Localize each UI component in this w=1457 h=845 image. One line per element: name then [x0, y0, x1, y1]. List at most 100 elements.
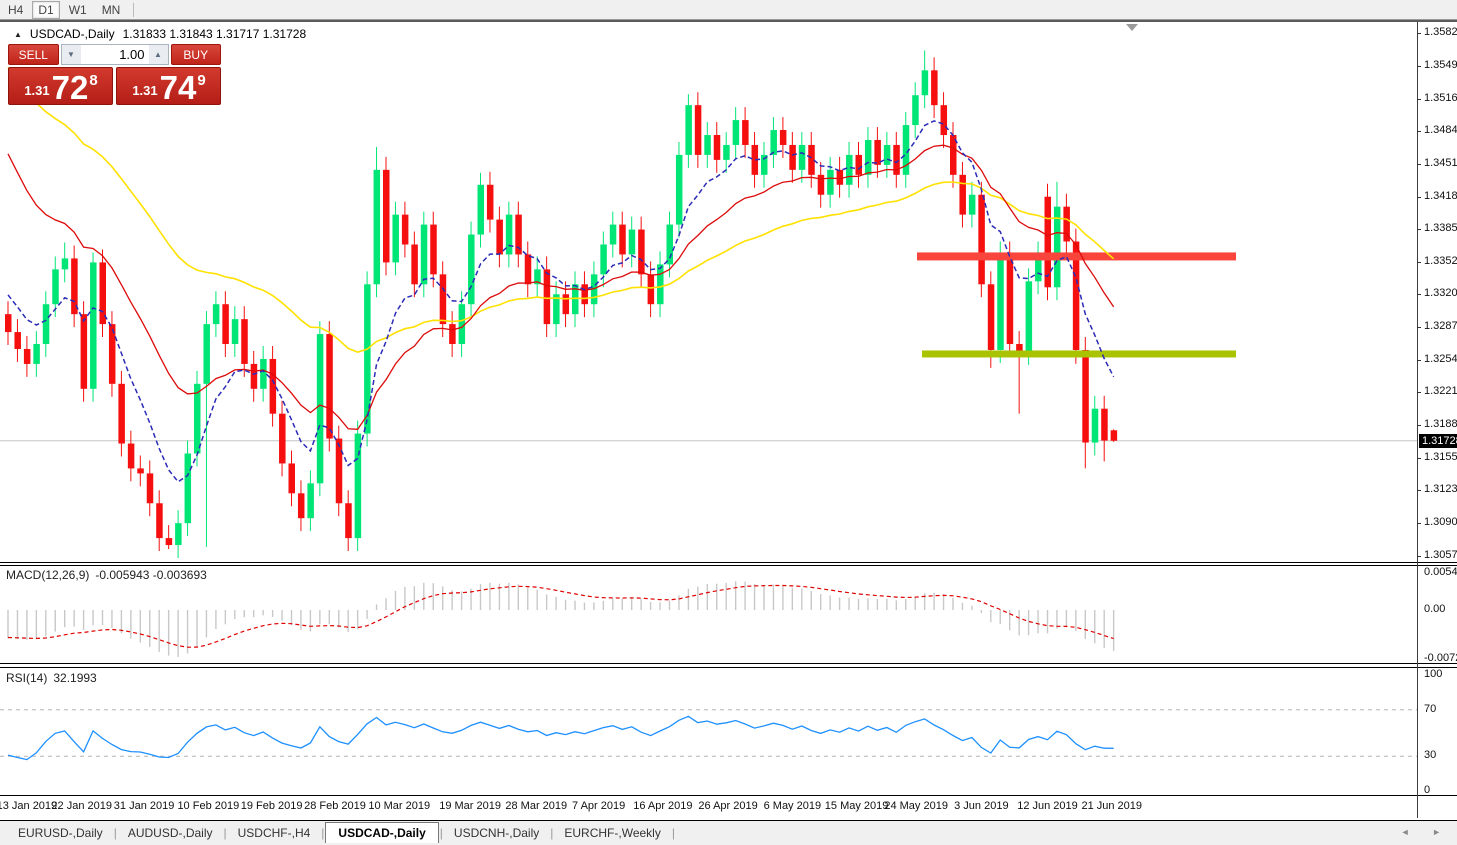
bear-candle: [1044, 196, 1051, 288]
tab-separator: |: [550, 826, 554, 840]
date-axis-label: 16 Apr 2019: [633, 800, 693, 812]
bear-candle: [297, 493, 305, 519]
date-axis-label: 28 Feb 2019: [304, 800, 366, 812]
rsi-axis-label: 100: [1424, 668, 1443, 680]
bear-candle: [742, 120, 749, 145]
chart-symbol-label: USDCAD-,Daily: [29, 27, 115, 41]
volume-stepper: ▼ ▲: [60, 44, 169, 65]
bear-candle: [543, 269, 551, 325]
price-axis-label: 1.34840: [1424, 124, 1457, 137]
autoscroll-triangle-icon[interactable]: [1126, 24, 1138, 31]
bull-candle: [572, 284, 579, 315]
price-axis-label: 1.33525: [1424, 254, 1457, 267]
bear-candle: [146, 473, 154, 504]
bull-candle: [212, 304, 220, 325]
price-axis-tick: [1417, 425, 1421, 427]
bull-candle: [42, 304, 50, 345]
bear-candle: [1110, 430, 1118, 441]
tab-scroll-arrows-icon[interactable]: ◄ ►: [1400, 827, 1451, 837]
bull-candle: [534, 269, 541, 285]
bull-candle: [912, 95, 919, 126]
bear-candle: [71, 258, 78, 315]
one-click-trade-panel: SELL ▼ ▲ BUY 1.31 72 8 1.31 74 9: [8, 44, 221, 105]
chart-tab-usdchf-h4[interactable]: USDCHF-,H4: [237, 826, 311, 840]
support_line[interactable]: [922, 350, 1236, 358]
panel-divider[interactable]: [0, 562, 1457, 563]
bear-candle: [241, 319, 248, 364]
bear-candle: [1063, 206, 1070, 242]
rsi-indicator-canvas[interactable]: [0, 668, 1417, 795]
bull-candle: [798, 144, 806, 170]
bull-candle: [477, 184, 484, 235]
collapse-panel-icon[interactable]: ▲: [14, 29, 22, 39]
panel-divider[interactable]: [0, 663, 1457, 664]
rsi-label: RSI(14) 32.1993: [6, 671, 97, 685]
bear-candle: [401, 214, 409, 245]
tab-separator: |: [321, 826, 325, 840]
chart-tab-usdcad-daily[interactable]: USDCAD-,Daily: [325, 821, 439, 843]
buy-price-panel[interactable]: 1.31 74 9: [116, 67, 221, 105]
bull-candle: [316, 334, 324, 484]
sell-price-main: 72: [51, 69, 89, 106]
sell-price-panel[interactable]: 1.31 72 8: [8, 67, 113, 105]
resistance_line[interactable]: [917, 252, 1236, 261]
timeframe-buttons: H4 D1 W1 MN: [2, 0, 129, 19]
bear-candle: [165, 538, 173, 546]
chart-tab-usdcnh-daily[interactable]: USDCNH-,Daily: [453, 826, 540, 840]
price-axis-label: 1.31230: [1424, 483, 1457, 496]
chart-tab-eurchf-weekly[interactable]: EURCHF-,Weekly: [564, 826, 661, 840]
bull-candle: [373, 169, 381, 285]
bear-candle: [940, 105, 948, 136]
buy-button[interactable]: BUY: [170, 44, 221, 65]
macd-axis-label: 0.005402: [1424, 566, 1457, 579]
bear-candle: [647, 274, 655, 305]
bear-candle: [250, 363, 258, 389]
price-axis-label: 1.35165: [1424, 91, 1457, 104]
mid-ma-line: [7, 144, 1115, 430]
bear-candle: [817, 174, 825, 195]
timeframe-button-d1[interactable]: D1: [32, 0, 60, 19]
price-axis-tick: [1417, 229, 1421, 231]
timeframe-button-h4[interactable]: H4: [8, 2, 24, 17]
date-axis-label: 7 Apr 2019: [572, 800, 626, 812]
bear-candle: [222, 304, 229, 345]
date-axis-label: 13 Jan 2019: [0, 800, 58, 812]
panel-divider: [0, 667, 1457, 668]
bull-candle: [33, 344, 40, 364]
bull-candle: [827, 169, 834, 195]
price-chart-canvas[interactable]: [0, 22, 1417, 563]
bear-candle: [638, 229, 645, 275]
bull-candle: [657, 264, 664, 305]
bull-candle: [260, 358, 267, 389]
bear-candle: [486, 184, 494, 220]
volume-down-icon[interactable]: ▼: [61, 45, 81, 64]
bull-candle: [1035, 254, 1042, 282]
price-axis-label: 1.32870: [1424, 320, 1457, 333]
bear-candle: [137, 468, 144, 474]
timeframe-button-mn[interactable]: MN: [101, 2, 121, 17]
current-price-tag: 1.31728: [1419, 433, 1457, 448]
sell-button[interactable]: SELL: [8, 44, 59, 65]
chart-tab-eurusd-daily[interactable]: EURUSD-,Daily: [18, 826, 103, 840]
bull-candle: [883, 144, 891, 165]
chart-tab-audusd-daily[interactable]: AUDUSD-,Daily: [127, 826, 213, 840]
bear-candle: [1006, 254, 1014, 345]
bull-candle: [609, 224, 617, 245]
date-axis-label: 28 Mar 2019: [505, 800, 568, 812]
bear-candle: [449, 324, 456, 345]
bull-candle: [921, 70, 929, 96]
bear-candle: [326, 334, 333, 439]
bull-candle: [392, 214, 399, 263]
timeframe-button-w1[interactable]: W1: [68, 2, 87, 17]
tab-separator: |: [223, 826, 227, 840]
volume-up-icon[interactable]: ▲: [148, 45, 168, 64]
macd-name: MACD(12,26,9): [6, 568, 90, 582]
bear-candle: [1072, 241, 1080, 350]
date-axis-label: 15 May 2019: [824, 800, 889, 812]
bull-candle: [231, 319, 239, 345]
bull-candle: [420, 224, 428, 285]
price-axis-label: 1.35495: [1424, 58, 1457, 71]
volume-input[interactable]: [80, 45, 149, 64]
macd-indicator-canvas[interactable]: [0, 566, 1417, 663]
